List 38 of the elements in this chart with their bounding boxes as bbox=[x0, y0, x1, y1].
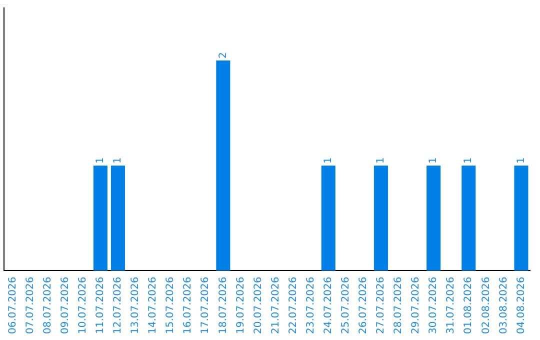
x-tick-label: 17.07.2026 bbox=[200, 276, 212, 334]
data-label: 1 bbox=[376, 157, 387, 164]
x-tick-label: 21.07.2026 bbox=[270, 276, 282, 334]
x-tick-label: 26.07.2026 bbox=[358, 276, 370, 334]
data-label: 1 bbox=[463, 157, 474, 164]
x-tick-label: 20.07.2026 bbox=[252, 276, 264, 334]
x-tick-label: 07.07.2026 bbox=[24, 276, 36, 334]
x-tick-label: 01.08.2026 bbox=[463, 276, 474, 334]
x-tick-label: 18.07.2026 bbox=[218, 276, 229, 334]
x-tick-label: 04.08.2026 bbox=[516, 276, 527, 334]
x-tick-label: 11.07.2026 bbox=[95, 276, 106, 334]
x-tick-label: 27.07.2026 bbox=[376, 276, 387, 334]
x-tick-label: 12.07.2026 bbox=[112, 276, 124, 334]
x-tick-label: 29.07.2026 bbox=[410, 276, 422, 334]
x-tick-label: 23.07.2026 bbox=[305, 276, 316, 334]
data-label: 1 bbox=[428, 157, 440, 164]
x-tick-label: 14.07.2026 bbox=[148, 276, 159, 334]
x-tick-label: 10.07.2026 bbox=[77, 276, 88, 334]
x-tick-label: 28.07.2026 bbox=[393, 276, 404, 334]
x-tick-label: 13.07.2026 bbox=[130, 276, 142, 334]
x-tick-label: 31.07.2026 bbox=[446, 276, 457, 334]
x-tick-label: 22.07.2026 bbox=[288, 276, 299, 334]
x-tick-label: 08.07.2026 bbox=[42, 276, 54, 334]
x-tick-label: 02.08.2026 bbox=[480, 276, 492, 334]
x-tick-label: 03.08.2026 bbox=[498, 276, 510, 334]
data-label: 2 bbox=[218, 52, 229, 59]
data-label: 1 bbox=[112, 157, 124, 164]
x-tick-label: 15.07.2026 bbox=[165, 276, 176, 334]
x-tick-label: 25.07.2026 bbox=[340, 276, 352, 334]
data-label: 1 bbox=[322, 157, 334, 164]
data-label: 1 bbox=[516, 157, 527, 164]
x-tick-label: 16.07.2026 bbox=[182, 276, 194, 334]
x-tick-label: 30.07.2026 bbox=[428, 276, 440, 334]
x-tick-label: 09.07.2026 bbox=[60, 276, 71, 334]
x-tick-label: 24.07.2026 bbox=[322, 276, 334, 334]
data-label: 1 bbox=[95, 157, 106, 164]
x-tick-label: 06.07.2026 bbox=[7, 276, 18, 334]
x-tick-label: 19.07.2026 bbox=[235, 276, 246, 334]
